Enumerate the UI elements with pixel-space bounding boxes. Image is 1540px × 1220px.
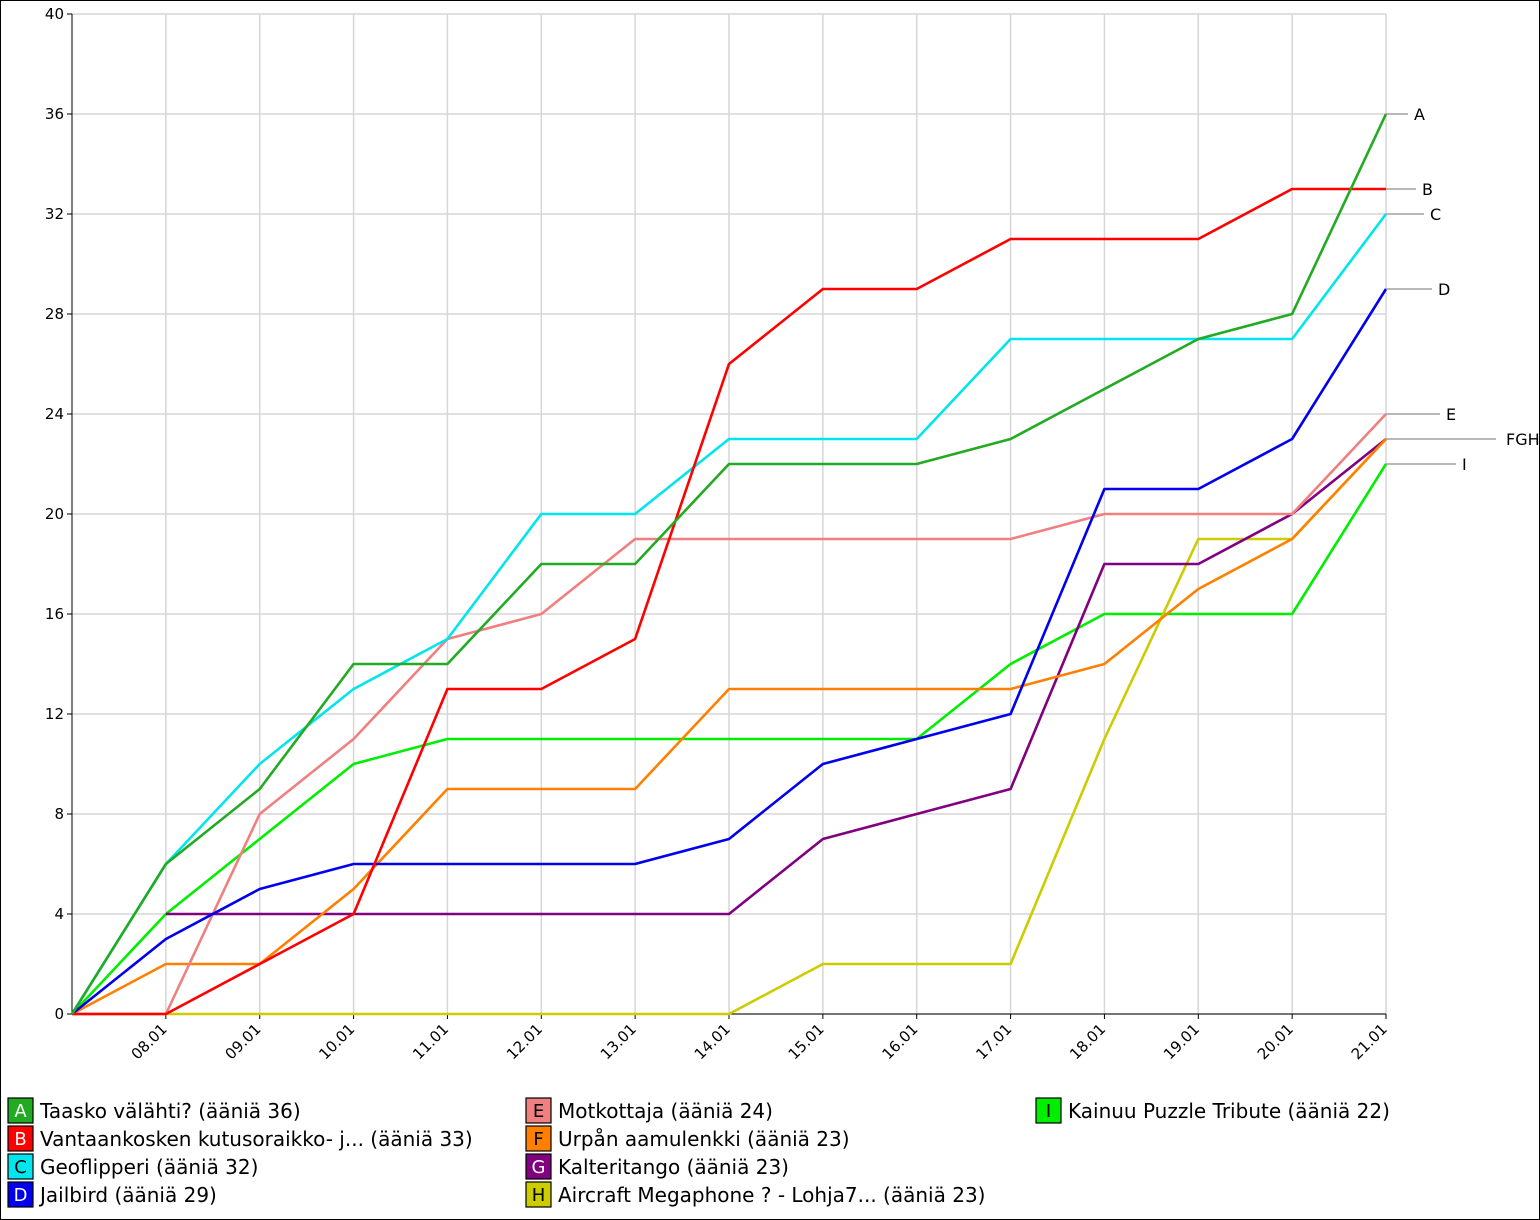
x-tick-label: 14.01 [691, 1020, 734, 1063]
y-tick-label: 0 [54, 1005, 64, 1023]
legend-entry: Urpån aamulenkki (ääniä 23) [558, 1127, 850, 1151]
x-tick-label: 15.01 [785, 1020, 828, 1063]
legend-swatch-A [7, 1097, 34, 1124]
x-tick-label: 09.01 [221, 1020, 264, 1063]
legend-swatch-C [7, 1153, 34, 1180]
series-line-A [70, 113, 1388, 1015]
legend-key: E [533, 1101, 544, 1122]
x-tick-label: 18.01 [1066, 1020, 1109, 1063]
legend-entry: Taasko välähti? (ääniä 36) [39, 1099, 301, 1123]
axes: 0 4 8 12 16 20 24 28 32 36 40 08.01 09.01 10.01 11.01 1… [45, 5, 1391, 1063]
x-tick-label: 11.01 [409, 1020, 452, 1063]
x-tick-label: 10.01 [315, 1020, 358, 1063]
legend-entry: Jailbird (ääniä 29) [38, 1183, 217, 1207]
y-tick-label: 28 [45, 305, 64, 323]
y-tick-label: 36 [45, 105, 64, 123]
legend-entry: Geoflipperi (ääniä 32) [40, 1155, 258, 1179]
legend: A Taasko välähti? (ääniä 36) B Vantaankoske… [7, 1097, 1390, 1208]
series-lines [70, 113, 1388, 1016]
end-label: A [1414, 105, 1425, 124]
series-line-B [72, 187, 1386, 1016]
y-tick-label: 4 [54, 905, 64, 923]
legend-key: F [533, 1129, 543, 1150]
series-line-H [72, 438, 1387, 1016]
y-tick-label: 40 [45, 5, 64, 23]
legend-entry: Motkottaja (ääniä 24) [558, 1099, 773, 1123]
series-line-G [165, 437, 1387, 916]
end-label: D [1438, 280, 1450, 299]
legend-key: G [532, 1157, 546, 1178]
x-tick-label: 16.01 [878, 1020, 921, 1063]
end-label: C [1430, 205, 1441, 224]
legend-swatch-B [7, 1125, 34, 1152]
end-label: I [1462, 455, 1467, 474]
legend-key: D [14, 1185, 28, 1206]
x-tick-label: 08.01 [128, 1020, 171, 1063]
x-tick-label: 12.01 [503, 1020, 546, 1063]
legend-swatch-F [525, 1125, 552, 1152]
x-tick-label: 20.01 [1254, 1020, 1297, 1063]
legend-entry: Kainuu Puzzle Tribute (ääniä 22) [1068, 1099, 1390, 1123]
end-label: FGH [1506, 430, 1540, 449]
x-tick-label: 21.01 [1348, 1020, 1391, 1063]
y-tick-label: 20 [45, 505, 64, 523]
legend-swatch-H [525, 1181, 552, 1208]
legend-key: H [532, 1185, 546, 1206]
y-tick-label: 8 [54, 805, 64, 823]
legend-key: I [1046, 1101, 1051, 1122]
end-label: B [1422, 180, 1433, 199]
legend-key: C [14, 1157, 27, 1178]
legend-swatch-E [525, 1097, 552, 1124]
x-tick-label: 13.01 [597, 1020, 640, 1063]
series-line-D [71, 288, 1388, 1016]
y-tick-label: 24 [45, 405, 64, 423]
legend-entry: Vantaankosken kutusoraikko- j... (ääniä … [40, 1127, 473, 1151]
legend-entry: Kalteritango (ääniä 23) [558, 1155, 789, 1179]
end-label: E [1446, 405, 1456, 424]
legend-key: A [14, 1101, 27, 1122]
series-line-F [71, 438, 1387, 1016]
legend-swatch-G [525, 1153, 552, 1180]
x-tick-label: 17.01 [972, 1020, 1015, 1063]
y-tick-label: 16 [45, 605, 64, 623]
legend-entry: Aircraft Megaphone ? - Lohja7... (ääniä … [558, 1183, 985, 1207]
x-tick-label: 19.01 [1160, 1020, 1203, 1063]
y-tick-label: 12 [45, 705, 64, 723]
y-tick-label: 32 [45, 205, 64, 223]
series-line-C [70, 213, 1388, 1015]
legend-swatch-D [7, 1181, 34, 1208]
legend-swatch-I [1035, 1097, 1062, 1124]
end-labels: A BC D E FGH I [1386, 105, 1540, 474]
legend-key: B [14, 1129, 26, 1150]
series-line-E [72, 413, 1387, 1016]
